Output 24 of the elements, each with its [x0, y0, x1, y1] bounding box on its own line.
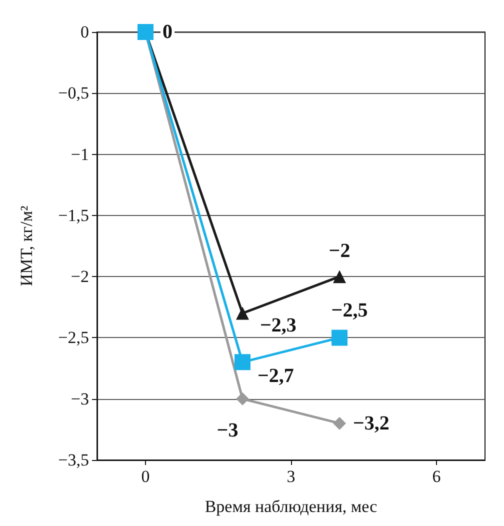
- y-tick-label: −2,5: [58, 328, 89, 348]
- data-label: 0: [162, 21, 172, 43]
- point: [234, 354, 250, 370]
- x-tick-label: 3: [286, 467, 296, 486]
- y-tick-label: −1,5: [58, 206, 89, 225]
- data-label: −3: [216, 419, 238, 442]
- data-label: −2: [328, 240, 350, 262]
- y-tick-label: 0: [80, 22, 89, 42]
- y-tick-label: −3: [70, 389, 89, 408]
- data-label: −3,2: [353, 412, 390, 434]
- x-tick-label: 6: [432, 467, 441, 486]
- y-tick-label: −2: [70, 267, 89, 286]
- data-label: −2,7: [258, 365, 294, 388]
- x-axis-title: Время наблюдения, мес: [204, 497, 378, 516]
- data-label: −2,3: [260, 314, 296, 336]
- x-tick-label: 0: [141, 467, 150, 486]
- point: [332, 330, 348, 346]
- y-tick-label: −0,5: [58, 84, 89, 103]
- y-tick-label: −3,5: [58, 450, 89, 470]
- y-tick-label: −1: [70, 144, 89, 164]
- point: [236, 392, 249, 406]
- y-axis-title: ИМТ, кг/м²: [17, 206, 36, 286]
- data-label: −2,5: [331, 300, 368, 322]
- point: [333, 416, 346, 430]
